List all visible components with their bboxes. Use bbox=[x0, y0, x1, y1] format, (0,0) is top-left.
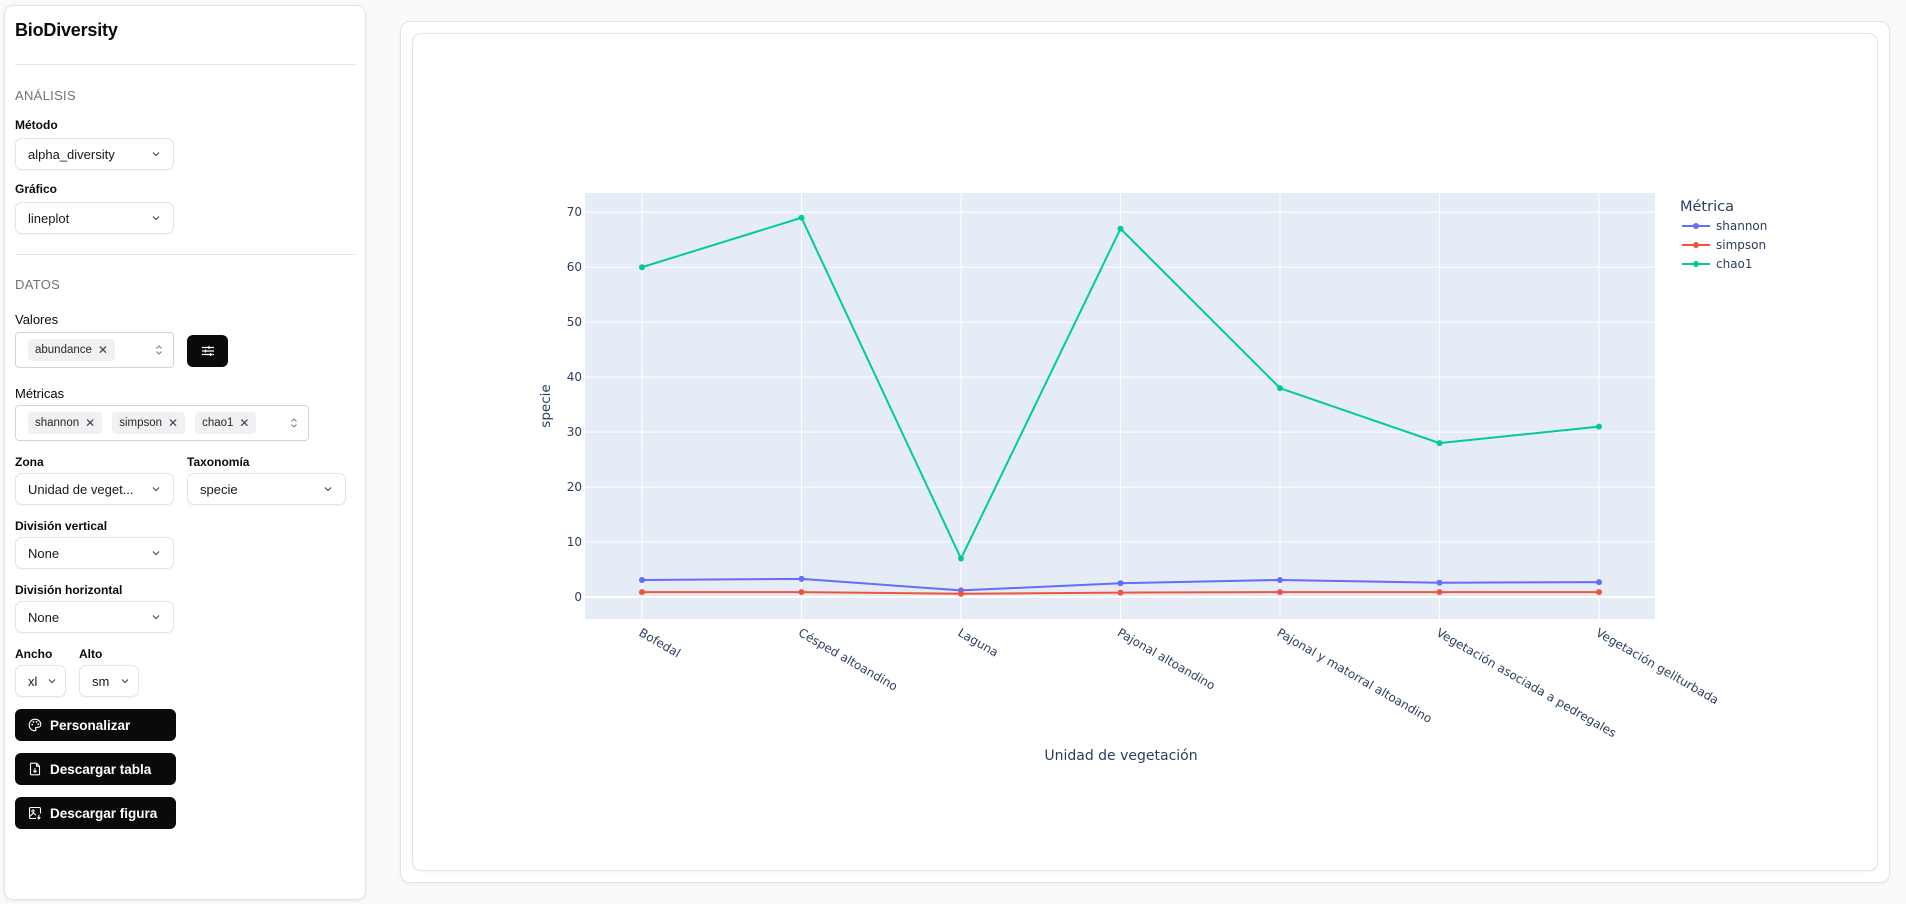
vertical-split-value: None bbox=[28, 545, 60, 561]
chart-type-label: Gráfico bbox=[15, 182, 58, 196]
customize-button[interactable]: Personalizar bbox=[15, 709, 176, 741]
chevron-down-icon bbox=[152, 487, 160, 492]
chevron-down-icon bbox=[152, 216, 160, 221]
horizontal-split-label: División horizontal bbox=[15, 583, 123, 597]
horizontal-split-value: None bbox=[28, 609, 60, 625]
legend-item-chao1[interactable]: chao1 bbox=[1682, 257, 1753, 271]
vertical-split-label: División vertical bbox=[15, 519, 108, 533]
legend-item-simpson[interactable]: simpson bbox=[1682, 238, 1766, 252]
remove-icon[interactable]: ✕ bbox=[97, 343, 108, 357]
method-select[interactable]: alpha_diversity bbox=[15, 138, 174, 170]
values-pill: abundance ✕ bbox=[28, 339, 115, 361]
pill-label: simpson bbox=[119, 417, 163, 429]
section-analysis: ANÁLISIS bbox=[15, 88, 76, 103]
chevron-down-icon bbox=[152, 615, 160, 620]
height-select[interactable]: sm bbox=[79, 665, 139, 697]
download-table-button[interactable]: Descargar tabla bbox=[15, 753, 176, 785]
chevron-down-icon bbox=[121, 679, 129, 684]
file-download-icon bbox=[29, 762, 41, 776]
taxonomy-label: Taxonomía bbox=[187, 455, 250, 469]
download-table-label: Descargar tabla bbox=[50, 761, 152, 777]
remove-icon[interactable]: ✕ bbox=[239, 416, 250, 430]
taxonomy-value: specie bbox=[200, 481, 238, 497]
download-figure-button[interactable]: Descargar figura bbox=[15, 797, 176, 829]
remove-icon[interactable]: ✕ bbox=[168, 416, 179, 430]
chevrons-up-down-icon bbox=[291, 418, 297, 428]
metric-pill-shannon: shannon ✕ bbox=[28, 412, 103, 434]
width-label: Ancho bbox=[15, 647, 53, 661]
chevron-down-icon bbox=[324, 487, 332, 492]
svg-text:simpson: simpson bbox=[1716, 238, 1766, 252]
app-title: BioDiversity bbox=[15, 20, 118, 40]
chart-card bbox=[412, 33, 1878, 871]
method-label: Método bbox=[15, 118, 58, 132]
chevron-down-icon bbox=[152, 551, 160, 556]
svg-text:chao1: chao1 bbox=[1716, 257, 1753, 271]
horizontal-split-select[interactable]: None bbox=[15, 601, 174, 633]
svg-text:shannon: shannon bbox=[1716, 219, 1767, 233]
method-value: alpha_diversity bbox=[28, 146, 115, 162]
pill-label: chao1 bbox=[202, 417, 234, 429]
sliders-icon bbox=[201, 346, 214, 356]
chevron-down-icon bbox=[152, 152, 160, 157]
chevron-down-icon bbox=[48, 679, 56, 684]
filter-settings-button[interactable] bbox=[187, 335, 228, 367]
height-label: Alto bbox=[79, 647, 103, 661]
customize-label: Personalizar bbox=[50, 717, 131, 733]
download-figure-label: Descargar figura bbox=[50, 805, 158, 821]
palette-icon bbox=[28, 718, 42, 732]
metric-pill-simpson: simpson ✕ bbox=[112, 412, 186, 434]
chart-type-select[interactable]: lineplot bbox=[15, 202, 174, 234]
legend-title: Métrica bbox=[1680, 199, 1734, 215]
values-multiselect[interactable]: abundance ✕ bbox=[15, 332, 174, 368]
height-value: sm bbox=[92, 673, 110, 689]
divider bbox=[15, 254, 355, 255]
taxonomy-select[interactable]: specie bbox=[187, 473, 346, 505]
metric-pill-chao1: chao1 ✕ bbox=[195, 412, 257, 434]
width-select[interactable]: xl bbox=[15, 665, 66, 697]
vertical-split-select[interactable]: None bbox=[15, 537, 174, 569]
zone-value: Unidad de veget... bbox=[28, 481, 134, 497]
metrics-multiselect[interactable]: shannon ✕ simpson ✕ chao1 ✕ bbox=[15, 405, 309, 441]
metrics-label: Métricas bbox=[15, 386, 65, 401]
legend-item-shannon[interactable]: shannon bbox=[1682, 219, 1767, 233]
chart-type-value: lineplot bbox=[28, 210, 70, 226]
width-value: xl bbox=[28, 673, 38, 689]
pill-label: shannon bbox=[35, 417, 80, 429]
zone-label: Zona bbox=[15, 455, 44, 469]
chevrons-up-down-icon bbox=[156, 345, 162, 355]
section-data: DATOS bbox=[15, 277, 61, 292]
legend: shannon simpson chao1 bbox=[1682, 219, 1767, 271]
values-label: Valores bbox=[15, 312, 59, 327]
divider bbox=[15, 64, 355, 65]
image-download-icon bbox=[28, 806, 42, 820]
remove-icon[interactable]: ✕ bbox=[85, 416, 96, 430]
zone-select[interactable]: Unidad de veget... bbox=[15, 473, 174, 505]
pill-label: abundance bbox=[35, 344, 92, 356]
